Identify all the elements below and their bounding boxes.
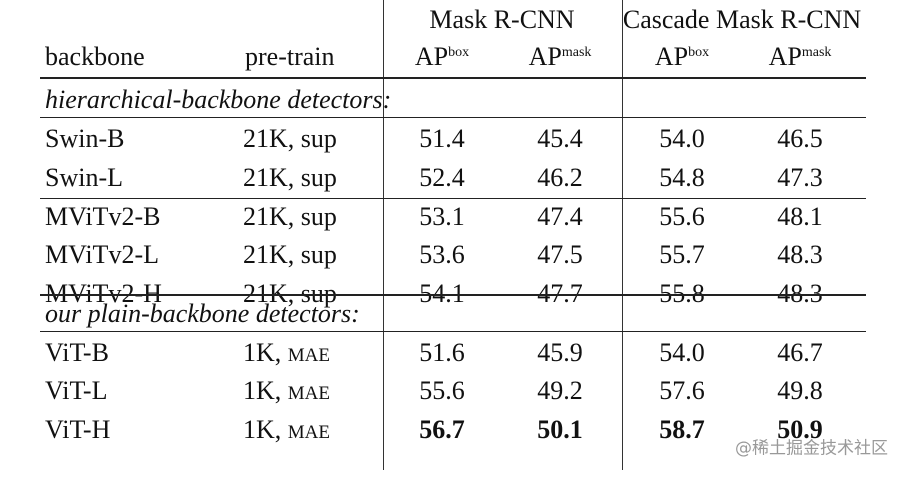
metric-base: AP	[768, 42, 802, 71]
value: 48.3	[777, 240, 823, 269]
value: 52.4	[419, 162, 465, 192]
metric-sup: mask	[801, 45, 832, 60]
pretrain-text: 1K,	[243, 337, 282, 367]
pretrain: 1K, MAE	[243, 414, 331, 444]
value: 47.4	[537, 201, 583, 231]
value: 51.6	[419, 337, 465, 367]
value: 55.8	[659, 278, 705, 308]
column-rule	[383, 0, 384, 470]
metric-base: AP	[414, 42, 449, 71]
value: 58.7	[659, 414, 705, 444]
value: 48.3	[777, 278, 823, 308]
value: 54.0	[659, 124, 705, 153]
backbone: ViT-L	[45, 376, 108, 405]
metric-header: APmask	[529, 44, 592, 70]
section-title: hierarchical-backbone detectors:	[45, 85, 392, 114]
value: 50.1	[537, 414, 583, 444]
value: 47.7	[537, 278, 583, 308]
pretrain: 21K, sup	[243, 126, 337, 152]
value: 53.6	[419, 240, 465, 269]
value: 55.6	[419, 376, 465, 405]
metric-base: AP	[654, 42, 689, 71]
value: 55.7	[659, 240, 705, 269]
pretrain: 1K, MAE	[243, 378, 330, 404]
metric-header: APbox	[655, 44, 709, 70]
backbone: ViT-B	[45, 337, 109, 367]
value: 46.5	[777, 124, 823, 153]
pretrain-text: 21K, sup	[243, 162, 337, 192]
pretrain: 21K, sup	[243, 242, 337, 268]
value: 49.8	[777, 376, 823, 405]
value: 47.3	[777, 162, 823, 192]
value: 55.6	[659, 201, 705, 231]
value: 54.0	[659, 337, 705, 367]
backbone: MViTv2-B	[45, 201, 161, 231]
metric-header: APbox	[415, 44, 469, 70]
backbone: Swin-L	[45, 162, 123, 192]
watermark: @稀土掘金技术社区	[735, 438, 888, 459]
group-label: Cascade Mask R-CNN	[622, 5, 862, 34]
backbone: MViTv2-L	[45, 240, 159, 269]
value: 54.1	[419, 278, 465, 308]
pretrain: 21K, sup	[243, 278, 337, 308]
metric-base: AP	[528, 42, 562, 71]
backbone: MViTv2-H	[45, 278, 162, 308]
pretrain-method: MAE	[287, 421, 331, 443]
header-backbone: backbone	[45, 42, 145, 71]
section-title: our plain-backbone detectors:	[45, 298, 360, 328]
metric-header: APmask	[769, 44, 832, 70]
backbone: Swin-B	[45, 124, 125, 153]
value: 54.8	[659, 162, 705, 192]
pretrain-text: 21K, sup	[243, 278, 337, 308]
value: 47.5	[537, 240, 583, 269]
value: 48.1	[777, 201, 823, 231]
value: 45.4	[537, 124, 583, 153]
row-rule	[40, 77, 866, 79]
column-rule	[622, 0, 623, 470]
group-label: Mask R-CNN	[429, 5, 575, 34]
row-rule	[40, 117, 866, 118]
pretrain-text: 21K, sup	[243, 240, 337, 269]
pretrain-text: 1K,	[243, 414, 282, 444]
value: 51.4	[419, 124, 465, 153]
value: 46.7	[777, 337, 823, 367]
pretrain: 1K, MAE	[243, 337, 331, 367]
backbone: ViT-H	[45, 414, 111, 444]
row-rule	[40, 293, 866, 296]
pretrain: 21K, sup	[243, 162, 337, 192]
value: 53.1	[419, 201, 465, 231]
pretrain: 21K, sup	[243, 201, 337, 231]
value: 45.9	[537, 337, 583, 367]
row-rule	[40, 330, 866, 332]
value: 49.2	[537, 376, 583, 405]
pretrain-method: MAE	[287, 344, 331, 366]
value: 46.2	[537, 162, 583, 192]
pretrain-method: MAE	[287, 383, 331, 404]
row-rule	[40, 197, 866, 199]
pretrain-text: 21K, sup	[243, 201, 337, 231]
value: 56.7	[419, 414, 465, 444]
metric-sup: box	[688, 45, 710, 60]
metric-sup: box	[448, 45, 470, 60]
metric-sup: mask	[561, 45, 592, 60]
header-pretrain: pre-train	[245, 42, 335, 71]
pretrain-text: 21K, sup	[243, 124, 337, 153]
pretrain-text: 1K,	[243, 376, 282, 405]
value: 50.9	[777, 414, 823, 444]
value: 57.6	[659, 376, 705, 405]
